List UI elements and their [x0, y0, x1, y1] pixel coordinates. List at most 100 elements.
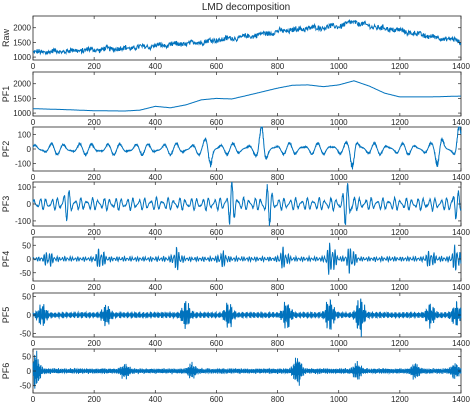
y-axis-label: PF6 — [1, 363, 11, 380]
x-tick-label: 0 — [31, 395, 36, 404]
y-tick-label: 0 — [27, 200, 32, 209]
x-tick-label: 1000 — [330, 228, 348, 237]
x-tick-label: 1200 — [391, 228, 409, 237]
x-tick-label: 400 — [149, 339, 163, 348]
series-pf1 — [33, 80, 461, 112]
series-pf5 — [32, 298, 462, 338]
y-tick-label: 50 — [22, 293, 31, 302]
series-pf3 — [32, 181, 462, 227]
chart-title: LMD decomposition — [202, 2, 290, 13]
y-tick-label: -100 — [15, 217, 32, 226]
y-tick-label: 1500 — [13, 38, 31, 47]
x-tick-label: 400 — [149, 228, 163, 237]
x-tick-label: 400 — [149, 118, 163, 127]
x-tick-label: 400 — [149, 283, 163, 292]
x-tick-label: 600 — [210, 228, 224, 237]
y-tick-label: -50 — [19, 382, 31, 391]
x-tick-label: 1400 — [452, 62, 470, 71]
x-tick-label: 600 — [210, 283, 224, 292]
y-tick-label: 50 — [22, 352, 31, 361]
x-tick-label: 1200 — [391, 395, 409, 404]
series-pf6 — [32, 350, 462, 389]
y-tick-label: 2000 — [13, 24, 31, 33]
x-tick-label: 200 — [87, 62, 101, 71]
y-tick-label: 2000 — [13, 80, 31, 89]
x-tick-label: 1000 — [330, 283, 348, 292]
x-tick-label: 1000 — [330, 173, 348, 182]
series-pf2 — [32, 126, 462, 170]
x-tick-label: 1000 — [330, 118, 348, 127]
x-tick-label: 600 — [210, 339, 224, 348]
panel-raw: 1000 1500 2000 0 200 400 600 800 1000 1200 1400 Raw — [1, 15, 470, 71]
x-tick-label: 800 — [271, 395, 285, 404]
x-tick-label: 400 — [149, 173, 163, 182]
y-tick-label: 1500 — [13, 94, 31, 103]
y-axis-label: PF1 — [1, 86, 11, 103]
x-tick-label: 1000 — [330, 339, 348, 348]
series-raw — [32, 18, 462, 56]
x-tick-label: 600 — [210, 395, 224, 404]
y-tick-label: -50 — [19, 269, 31, 278]
x-tick-label: 800 — [271, 339, 285, 348]
y-tick-label: 100 — [18, 130, 32, 139]
x-tick-label: 600 — [210, 62, 224, 71]
y-tick-label: 0 — [27, 311, 32, 320]
y-tick-label: 100 — [18, 183, 32, 192]
panel-pf1: 1000 1500 2000 0 200 400 600 800 1000 1200 1400 PF1 — [1, 71, 470, 127]
x-tick-label: 0 — [31, 228, 36, 237]
y-tick-label: -100 — [15, 160, 32, 169]
x-tick-label: 0 — [31, 62, 36, 71]
x-tick-label: 0 — [31, 339, 36, 348]
y-axis-label: PF3 — [1, 196, 11, 213]
y-tick-label: 1000 — [13, 109, 31, 118]
x-tick-label: 1400 — [452, 339, 470, 348]
x-tick-label: 1000 — [330, 62, 348, 71]
x-tick-label: 600 — [210, 118, 224, 127]
axes-box — [32, 71, 462, 117]
y-tick-label: 50 — [22, 241, 31, 250]
x-tick-label: 800 — [271, 118, 285, 127]
x-tick-label: 800 — [271, 228, 285, 237]
x-tick-label: 1200 — [391, 173, 409, 182]
x-tick-label: 200 — [87, 395, 101, 404]
x-tick-label: 1400 — [452, 173, 470, 182]
x-tick-label: 800 — [271, 62, 285, 71]
x-tick-label: 0 — [31, 173, 36, 182]
y-tick-label: 0 — [27, 367, 32, 376]
y-tick-label: 1000 — [13, 53, 31, 62]
y-axis-label: PF2 — [1, 141, 11, 158]
x-tick-label: 800 — [271, 283, 285, 292]
y-axis-label: PF5 — [1, 307, 11, 324]
x-tick-label: 200 — [87, 228, 101, 237]
x-tick-label: 1400 — [452, 118, 470, 127]
y-tick-label: -50 — [19, 329, 31, 338]
x-tick-label: 400 — [149, 62, 163, 71]
y-axis-label: PF4 — [1, 251, 11, 268]
x-tick-label: 0 — [31, 283, 36, 292]
x-tick-label: 200 — [87, 173, 101, 182]
y-tick-label: 0 — [27, 255, 32, 264]
x-tick-label: 0 — [31, 118, 36, 127]
y-tick-label: 0 — [27, 145, 32, 154]
x-tick-label: 800 — [271, 173, 285, 182]
x-tick-label: 200 — [87, 118, 101, 127]
x-tick-label: 1400 — [452, 228, 470, 237]
series-pf4 — [32, 242, 462, 275]
x-tick-label: 1200 — [391, 339, 409, 348]
x-tick-label: 600 — [210, 173, 224, 182]
x-tick-label: 200 — [87, 283, 101, 292]
x-tick-label: 1400 — [452, 395, 470, 404]
axes-box — [32, 126, 462, 172]
x-tick-label: 1200 — [391, 62, 409, 71]
x-tick-label: 1400 — [452, 283, 470, 292]
y-axis-label: Raw — [1, 29, 11, 48]
x-tick-label: 1200 — [391, 283, 409, 292]
x-tick-label: 1200 — [391, 118, 409, 127]
